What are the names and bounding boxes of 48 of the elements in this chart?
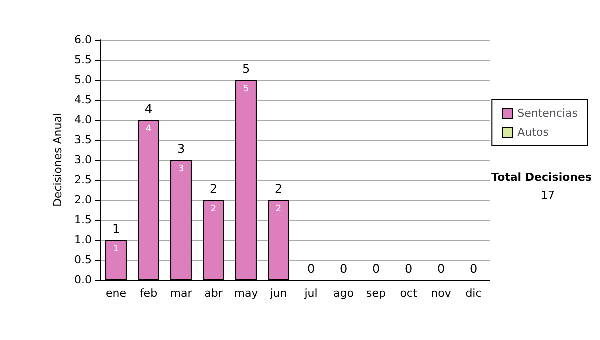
total-label: 4 [144, 102, 153, 116]
data-label: 3 [178, 164, 184, 174]
y-tick-label: 0.5 [74, 254, 92, 266]
x-tick-label: dic [466, 287, 482, 300]
x-tick-label: jun [269, 287, 288, 300]
total-label: 1 [112, 222, 120, 236]
y-tick-label: 1.5 [74, 214, 92, 226]
y-tick-label: 5.0 [74, 74, 92, 86]
y-tick-label: 2.0 [74, 194, 92, 206]
total-label: 0 [404, 262, 413, 276]
x-tick-label: ene [106, 287, 127, 300]
x-tick-label: may [234, 287, 259, 300]
data-label: 5 [243, 84, 250, 94]
y-tick-label: 5.5 [74, 54, 92, 66]
y-tick-label: 6.0 [74, 34, 92, 46]
text: Total Decisiones [492, 171, 592, 184]
y-tick-label: 3.5 [74, 134, 92, 146]
total-label: 2 [210, 182, 218, 196]
x-tick-label: mar [170, 287, 193, 300]
total-label: 0 [437, 262, 446, 276]
data-label: 2 [276, 204, 282, 214]
text: 17 [541, 189, 555, 202]
y-tick-label: 4.5 [74, 94, 92, 106]
y-tick-label: 1.0 [74, 234, 92, 246]
y-tick-label: 0.0 [74, 274, 92, 286]
x-tick-label: ago [334, 287, 354, 300]
legend-label: Sentencias [518, 107, 578, 120]
data-label: 4 [146, 124, 152, 134]
legend-label: Autos [518, 126, 550, 139]
total-label: 2 [274, 182, 283, 196]
total-label: 0 [470, 262, 478, 276]
x-tick-label: jul [304, 287, 318, 300]
x-tick-label: abr [204, 287, 224, 300]
data-label: 2 [210, 204, 217, 214]
x-tick-label: oct [400, 287, 418, 300]
total-label: 0 [372, 262, 380, 276]
y-tick-label: 2.5 [74, 174, 92, 186]
total-label: 3 [177, 142, 186, 156]
x-tick-label: nov [431, 287, 452, 300]
y-tick-label: 3.0 [74, 154, 92, 166]
total-label: 0 [307, 262, 316, 276]
y-axis-title: Decisiones Anual [52, 112, 65, 208]
data-label: 1 [113, 244, 120, 254]
x-tick-label: feb [140, 287, 158, 300]
total-label: 0 [340, 262, 348, 276]
y-tick-label: 4.0 [74, 114, 92, 126]
total-label: 5 [242, 62, 250, 76]
x-tick-label: sep [366, 287, 386, 300]
